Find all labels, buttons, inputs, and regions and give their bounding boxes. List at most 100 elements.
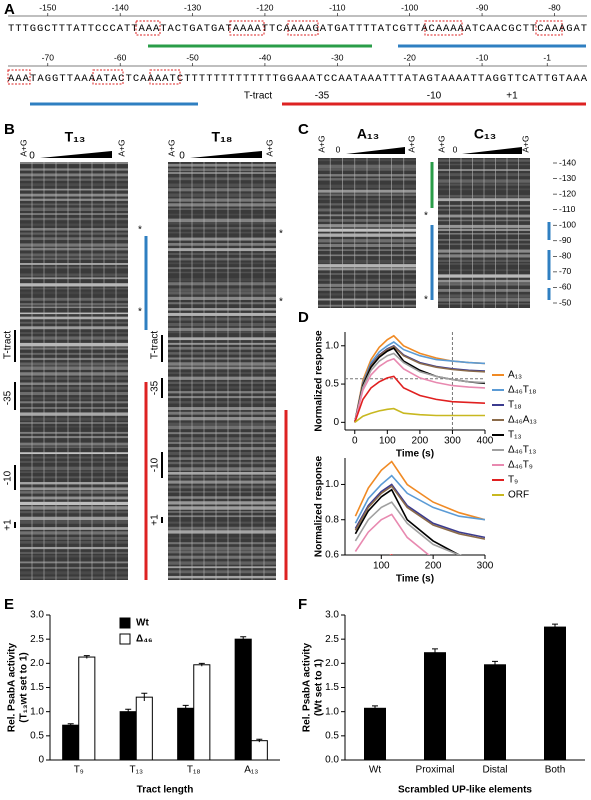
star: * bbox=[279, 297, 283, 308]
x-axis-label: Scrambled UP-like elements bbox=[398, 785, 532, 796]
tick-label: -110 bbox=[329, 2, 346, 12]
lane-label: A+G bbox=[18, 139, 28, 156]
bar bbox=[135, 696, 153, 761]
gel-band bbox=[20, 372, 128, 376]
x-tick-label: 0 bbox=[352, 436, 358, 447]
panel-label: A bbox=[4, 1, 15, 18]
gel-band bbox=[20, 407, 128, 409]
x-tick-label: Distal bbox=[482, 765, 507, 776]
gel-band bbox=[20, 223, 128, 226]
x-tick-label: T₁₈ bbox=[187, 765, 201, 776]
gel-band bbox=[168, 515, 276, 518]
gel-band bbox=[20, 460, 128, 463]
gel-band bbox=[168, 457, 276, 460]
x-tick-label: Proximal bbox=[416, 765, 455, 776]
gel-band bbox=[168, 542, 276, 545]
gel-band bbox=[168, 381, 276, 385]
x-tick-label: A₁₃ bbox=[244, 765, 258, 776]
panel-label: B bbox=[4, 121, 15, 138]
gel-band bbox=[168, 441, 276, 444]
gel-band bbox=[20, 347, 128, 350]
gel-band bbox=[168, 376, 276, 380]
gel-band bbox=[20, 392, 128, 396]
gel-band bbox=[20, 401, 128, 404]
panel-label: E bbox=[4, 596, 14, 613]
y-tick-label: 2.5 bbox=[30, 634, 44, 645]
x-axis-label: Time (s) bbox=[396, 574, 434, 585]
gel-band bbox=[20, 382, 128, 385]
gel-band bbox=[168, 417, 276, 421]
series-line bbox=[354, 485, 485, 540]
gel-band bbox=[168, 401, 276, 404]
tick-label: -110 bbox=[559, 204, 576, 214]
gel-band bbox=[168, 177, 276, 181]
gel-band bbox=[168, 248, 276, 252]
gel-band bbox=[20, 232, 128, 235]
y-tick-label: 3.0 bbox=[30, 610, 44, 621]
sequence: TTTGGCTTTATTCCCATTAAATACTGATGATAAAATTCAA… bbox=[8, 23, 587, 35]
gel-band bbox=[20, 217, 128, 221]
gel-band bbox=[168, 352, 276, 355]
gel-band bbox=[168, 461, 276, 465]
error-bar bbox=[240, 636, 247, 642]
series-line bbox=[354, 460, 485, 521]
gel-band bbox=[20, 193, 128, 197]
tick-label: -60 bbox=[559, 282, 572, 292]
gel-band bbox=[20, 386, 128, 390]
gel-band bbox=[168, 501, 276, 505]
gel-band bbox=[20, 247, 128, 251]
tick-label: -50 bbox=[559, 297, 572, 307]
x-tick-label: 300 bbox=[477, 561, 494, 572]
gel-band bbox=[168, 570, 276, 574]
x-tick-label: 100 bbox=[373, 561, 390, 572]
gel-band bbox=[20, 446, 128, 449]
gel-band bbox=[20, 326, 128, 330]
gel-band bbox=[20, 213, 128, 215]
gel-band bbox=[20, 273, 128, 277]
gel-band bbox=[20, 546, 128, 550]
gel-band bbox=[20, 487, 128, 491]
lane-label: A+G bbox=[316, 135, 326, 152]
gradient-wedge bbox=[40, 151, 112, 158]
region-label: T-tract bbox=[3, 331, 14, 360]
gel-band bbox=[168, 407, 276, 411]
gel-band bbox=[168, 347, 276, 350]
tick-label: -60 bbox=[114, 52, 127, 62]
gel-band bbox=[20, 303, 128, 306]
seq-label: +1 bbox=[506, 91, 518, 102]
series-line bbox=[354, 352, 485, 423]
error-bar bbox=[552, 623, 558, 630]
legend-label: T₁₃ bbox=[508, 430, 522, 441]
gel-band bbox=[20, 536, 128, 540]
gel-band bbox=[168, 168, 276, 172]
gel-band bbox=[168, 391, 276, 394]
gel-band bbox=[20, 198, 128, 201]
legend-label: T₉ bbox=[508, 475, 518, 486]
gel-band bbox=[20, 283, 128, 287]
star: * bbox=[424, 211, 428, 222]
gel-band bbox=[20, 321, 128, 324]
gel-band bbox=[20, 456, 128, 459]
gel-band bbox=[168, 530, 276, 534]
y-tick-label: 0.0 bbox=[325, 755, 339, 766]
gel-band bbox=[20, 412, 128, 416]
legend-label: Wt bbox=[136, 618, 149, 629]
gel-band bbox=[168, 231, 276, 234]
gel-band bbox=[20, 188, 128, 191]
gel-band bbox=[168, 425, 276, 430]
gel-band bbox=[168, 288, 276, 292]
y-tick-label: 0 bbox=[333, 417, 339, 428]
bar bbox=[424, 652, 446, 761]
error-bar bbox=[141, 692, 148, 702]
error-bar bbox=[182, 704, 189, 712]
gel-band bbox=[168, 561, 276, 565]
gel-band bbox=[20, 576, 128, 579]
x-tick-label: 300 bbox=[444, 436, 461, 447]
gel-band bbox=[20, 312, 128, 315]
gel-band bbox=[168, 451, 276, 455]
gel-band bbox=[20, 527, 128, 530]
gel-band bbox=[168, 291, 276, 295]
gel-band bbox=[20, 471, 128, 473]
lane-label: 0 bbox=[336, 144, 341, 154]
